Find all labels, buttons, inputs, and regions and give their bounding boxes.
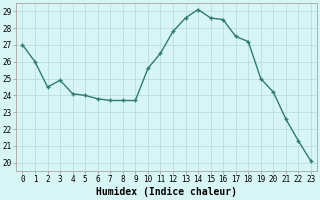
X-axis label: Humidex (Indice chaleur): Humidex (Indice chaleur) <box>96 187 237 197</box>
